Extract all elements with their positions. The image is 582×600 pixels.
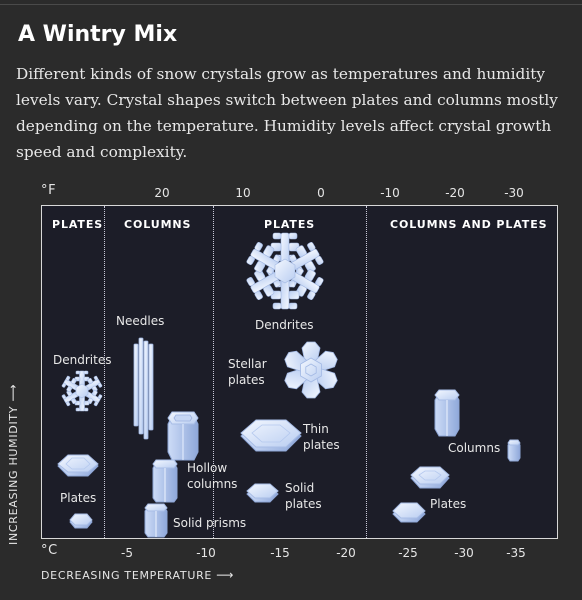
crystal-chart-panel: PLATES COLUMNS PLATES COLUMNS AND PLATES [41,205,558,539]
c-tick: -30 [454,546,474,560]
label-hollow-columns: Hollow columns [187,461,238,491]
dendrite-left-icon [60,370,104,412]
c-tick: -15 [270,546,290,560]
region-divider [213,206,214,538]
region-label-plates-1: PLATES [52,218,104,231]
y-axis-label: INCREASING HUMIDITY ⟶ [6,384,20,545]
solid-prism-icon [144,503,168,538]
c-tick: -5 [121,546,133,560]
top-rule [0,4,582,5]
column-right-small-icon [507,439,521,462]
page-description: Different kinds of snow crystals grow as… [16,65,558,161]
region-divider [104,206,105,538]
dendrite-center-icon [244,232,326,310]
label-needles: Needles [116,314,165,328]
solid-plate-icon [246,483,279,503]
f-tick: -30 [504,186,524,200]
short-column-icon [152,459,178,503]
f-tick: 20 [154,186,170,200]
c-tick: -35 [506,546,526,560]
x-axis-label-text: DECREASING TEMPERATURE [41,569,213,582]
label-solid-prisms: Solid prisms [173,516,247,530]
hollow-column-icon [167,411,199,461]
label-columns-right: Columns [448,441,501,455]
column-right-large-icon [434,389,460,437]
f-tick: 0 [317,186,325,200]
plate-left-small-icon [69,513,93,529]
region-label-columns: COLUMNS [124,218,192,231]
label-dendrites-left: Dendrites [53,353,112,367]
page-title: A Wintry Mix [18,22,178,47]
f-tick: -10 [380,186,400,200]
label-stellar-plates: Stellar plates [228,357,267,387]
region-divider [366,206,367,538]
x-axis-label: DECREASING TEMPERATURE ⟶ [41,568,233,582]
label-solid-plates: Solid plates [285,481,322,511]
stellar-plate-icon [281,341,341,399]
label-plates-left: Plates [60,491,97,505]
plate-right-small-icon [392,502,426,523]
fahrenheit-unit: °F [41,183,57,198]
label-dendrites-center: Dendrites [255,318,314,332]
y-axis-label-text: INCREASING HUMIDITY [7,405,20,545]
f-tick: 10 [235,186,251,200]
c-tick: -20 [336,546,356,560]
plate-left-large-icon [57,454,99,477]
y-axis-arrow-icon: ⟶ [6,384,20,402]
f-tick: -20 [445,186,465,200]
plate-right-large-icon [410,466,450,489]
label-plates-right: Plates [430,497,467,511]
label-thin-plates: Thin plates [303,422,340,452]
x-axis-arrow-icon: ⟶ [216,568,234,582]
celsius-unit: °C [41,543,58,558]
crystal-illustrations [57,232,521,538]
thin-plate-icon [240,419,302,452]
needles-icon [133,337,154,440]
c-tick: -10 [196,546,216,560]
region-label-columns-and-plates: COLUMNS AND PLATES [390,218,548,231]
region-label-plates-2: PLATES [264,218,316,231]
c-tick: -25 [398,546,418,560]
